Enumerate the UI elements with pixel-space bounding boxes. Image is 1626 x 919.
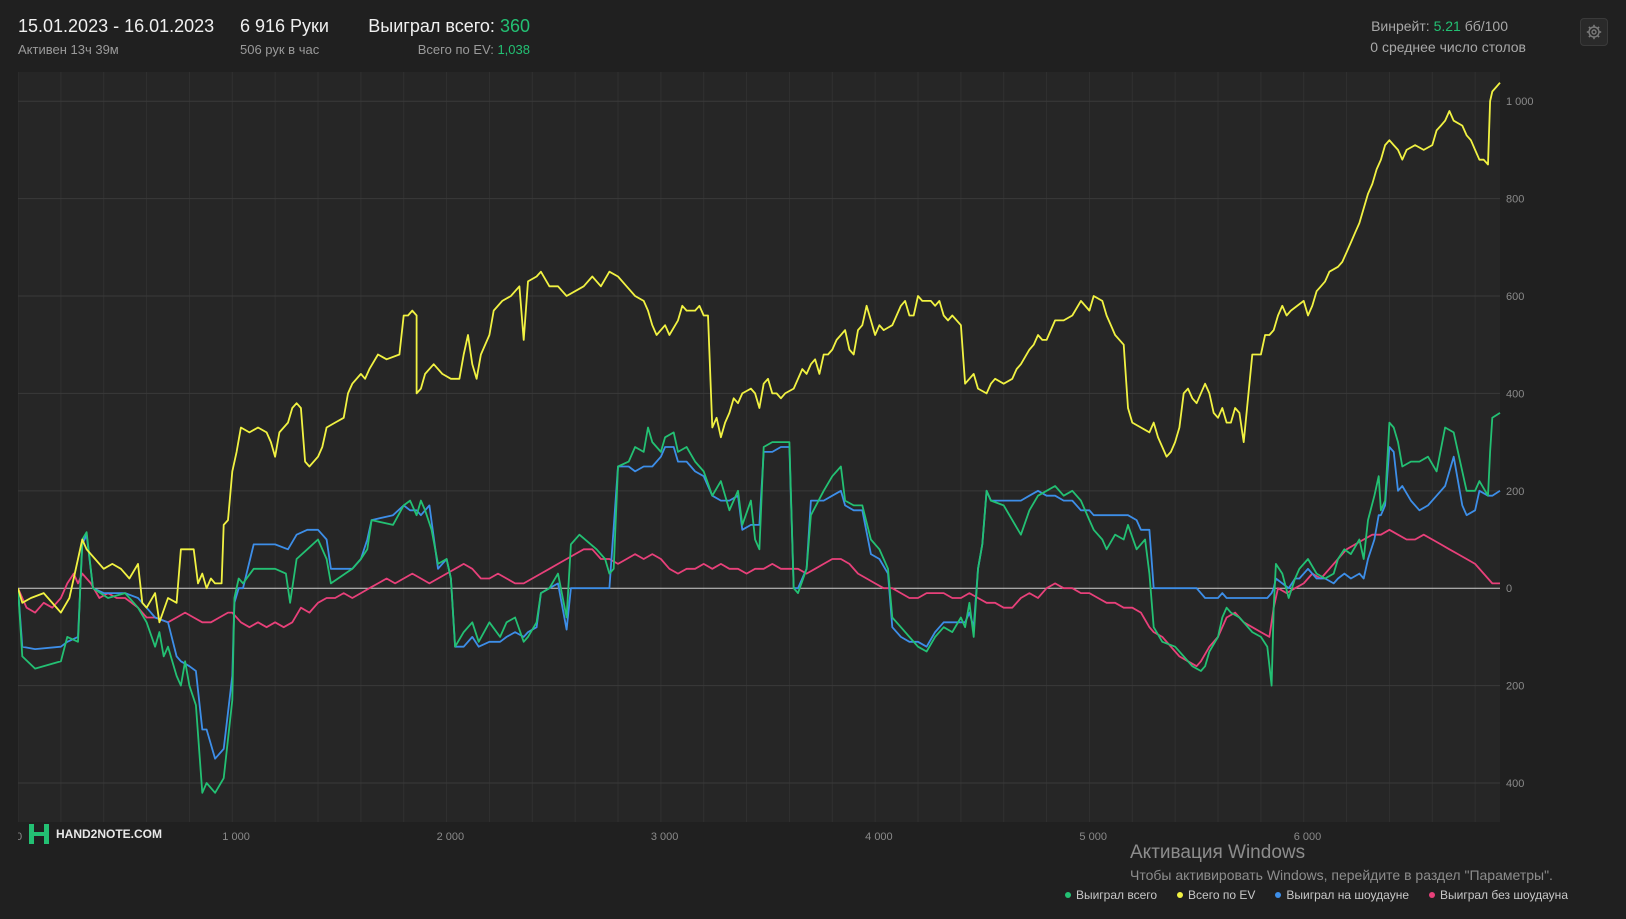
series-line-ev-total — [18, 82, 1501, 624]
winrate: Винрейт: 5.21 бб/100 — [1371, 18, 1508, 34]
y-tick-label: 800 — [1506, 194, 1524, 206]
active-time: Активен 13ч 39м — [18, 42, 119, 57]
avg-tables: 0 среднее число столов — [1370, 39, 1526, 55]
y-tick-label: 0 — [1506, 583, 1512, 595]
logo-text: HAND2NOTE.COM — [56, 827, 163, 841]
x-tick-label: 3 000 — [651, 831, 679, 843]
hand2note-logo: HAND2NOTE.COM — [28, 823, 162, 845]
x-tick-label: 0 — [18, 831, 22, 843]
hands-per-hour: 506 рук в час — [240, 42, 320, 57]
ev-total: Всего по EV: 1,038 — [418, 42, 530, 57]
x-tick-label: 2 000 — [437, 831, 465, 843]
plot-background — [18, 72, 1500, 822]
settings-button[interactable] — [1580, 18, 1608, 46]
winrate-unit: бб/100 — [1464, 18, 1508, 34]
x-tick-label: 4 000 — [865, 831, 893, 843]
y-tick-label: 1 000 — [1506, 96, 1534, 108]
legend-item-ev-total[interactable]: Всего по EV — [1177, 888, 1255, 902]
x-tick-label: 6 000 — [1294, 831, 1322, 843]
y-tick-label: 200 — [1506, 486, 1524, 498]
legend-item-won-total[interactable]: Выиграл всего — [1064, 888, 1158, 902]
legend-dot-won-showdown — [1275, 892, 1282, 898]
legend-label: Выиграл без шоудауна — [1440, 888, 1568, 902]
legend-dot-won-no-showdown — [1429, 892, 1435, 898]
y-tick-label: 400 — [1506, 388, 1524, 400]
y-tick-label: 400 — [1506, 778, 1524, 790]
date-range: 15.01.2023 - 16.01.2023 — [18, 16, 215, 36]
won-total-value: 360 — [499, 16, 530, 36]
chart-legend: Выиграл всего Всего по EV Выиграл на шоу… — [1064, 888, 1568, 902]
windows-activation-watermark: Активация Windows Чтобы активировать Win… — [1130, 842, 1553, 883]
won-total: Выиграл всего: 360 — [368, 16, 530, 37]
legend-dot-ev-total — [1177, 892, 1184, 898]
legend-label: Всего по EV — [1188, 888, 1256, 902]
x-tick-label: 5 000 — [1079, 831, 1107, 843]
winnings-chart: 400 200 0 200 400 600 800 1 000 0 1 000 2 000 3 000… — [18, 72, 1534, 843]
ev-total-label: Всего по EV: — [417, 42, 494, 57]
ev-total-value: 1,038 — [497, 42, 530, 57]
series-line-won-total — [18, 412, 1501, 794]
legend-label: Выиграл всего — [1075, 888, 1158, 902]
gear-icon — [1586, 24, 1602, 40]
hands-count: 6 916 Руки — [240, 16, 329, 36]
legend-dot-won-total — [1064, 892, 1071, 898]
won-total-label: Выиграл всего: — [368, 16, 495, 36]
y-tick-label: 600 — [1506, 291, 1524, 303]
legend-label: Выиграл на шоудауне — [1286, 888, 1409, 902]
winrate-label: Винрейт: — [1371, 18, 1430, 34]
y-tick-label: 200 — [1506, 681, 1524, 693]
watermark-title: Активация Windows — [1130, 842, 1306, 863]
series-line-won-no-showdown — [18, 528, 1500, 668]
x-tick-label: 1 000 — [222, 831, 250, 843]
hand2note-logo-icon — [29, 824, 49, 844]
watermark-subtitle: Чтобы активировать Windows, перейдите в … — [1130, 867, 1553, 883]
legend-item-won-no-showdown[interactable]: Выиграл без шоудауна — [1429, 888, 1568, 902]
legend-item-won-showdown[interactable]: Выиграл на шоудауне — [1275, 888, 1409, 902]
winrate-value: 5.21 — [1433, 18, 1461, 34]
